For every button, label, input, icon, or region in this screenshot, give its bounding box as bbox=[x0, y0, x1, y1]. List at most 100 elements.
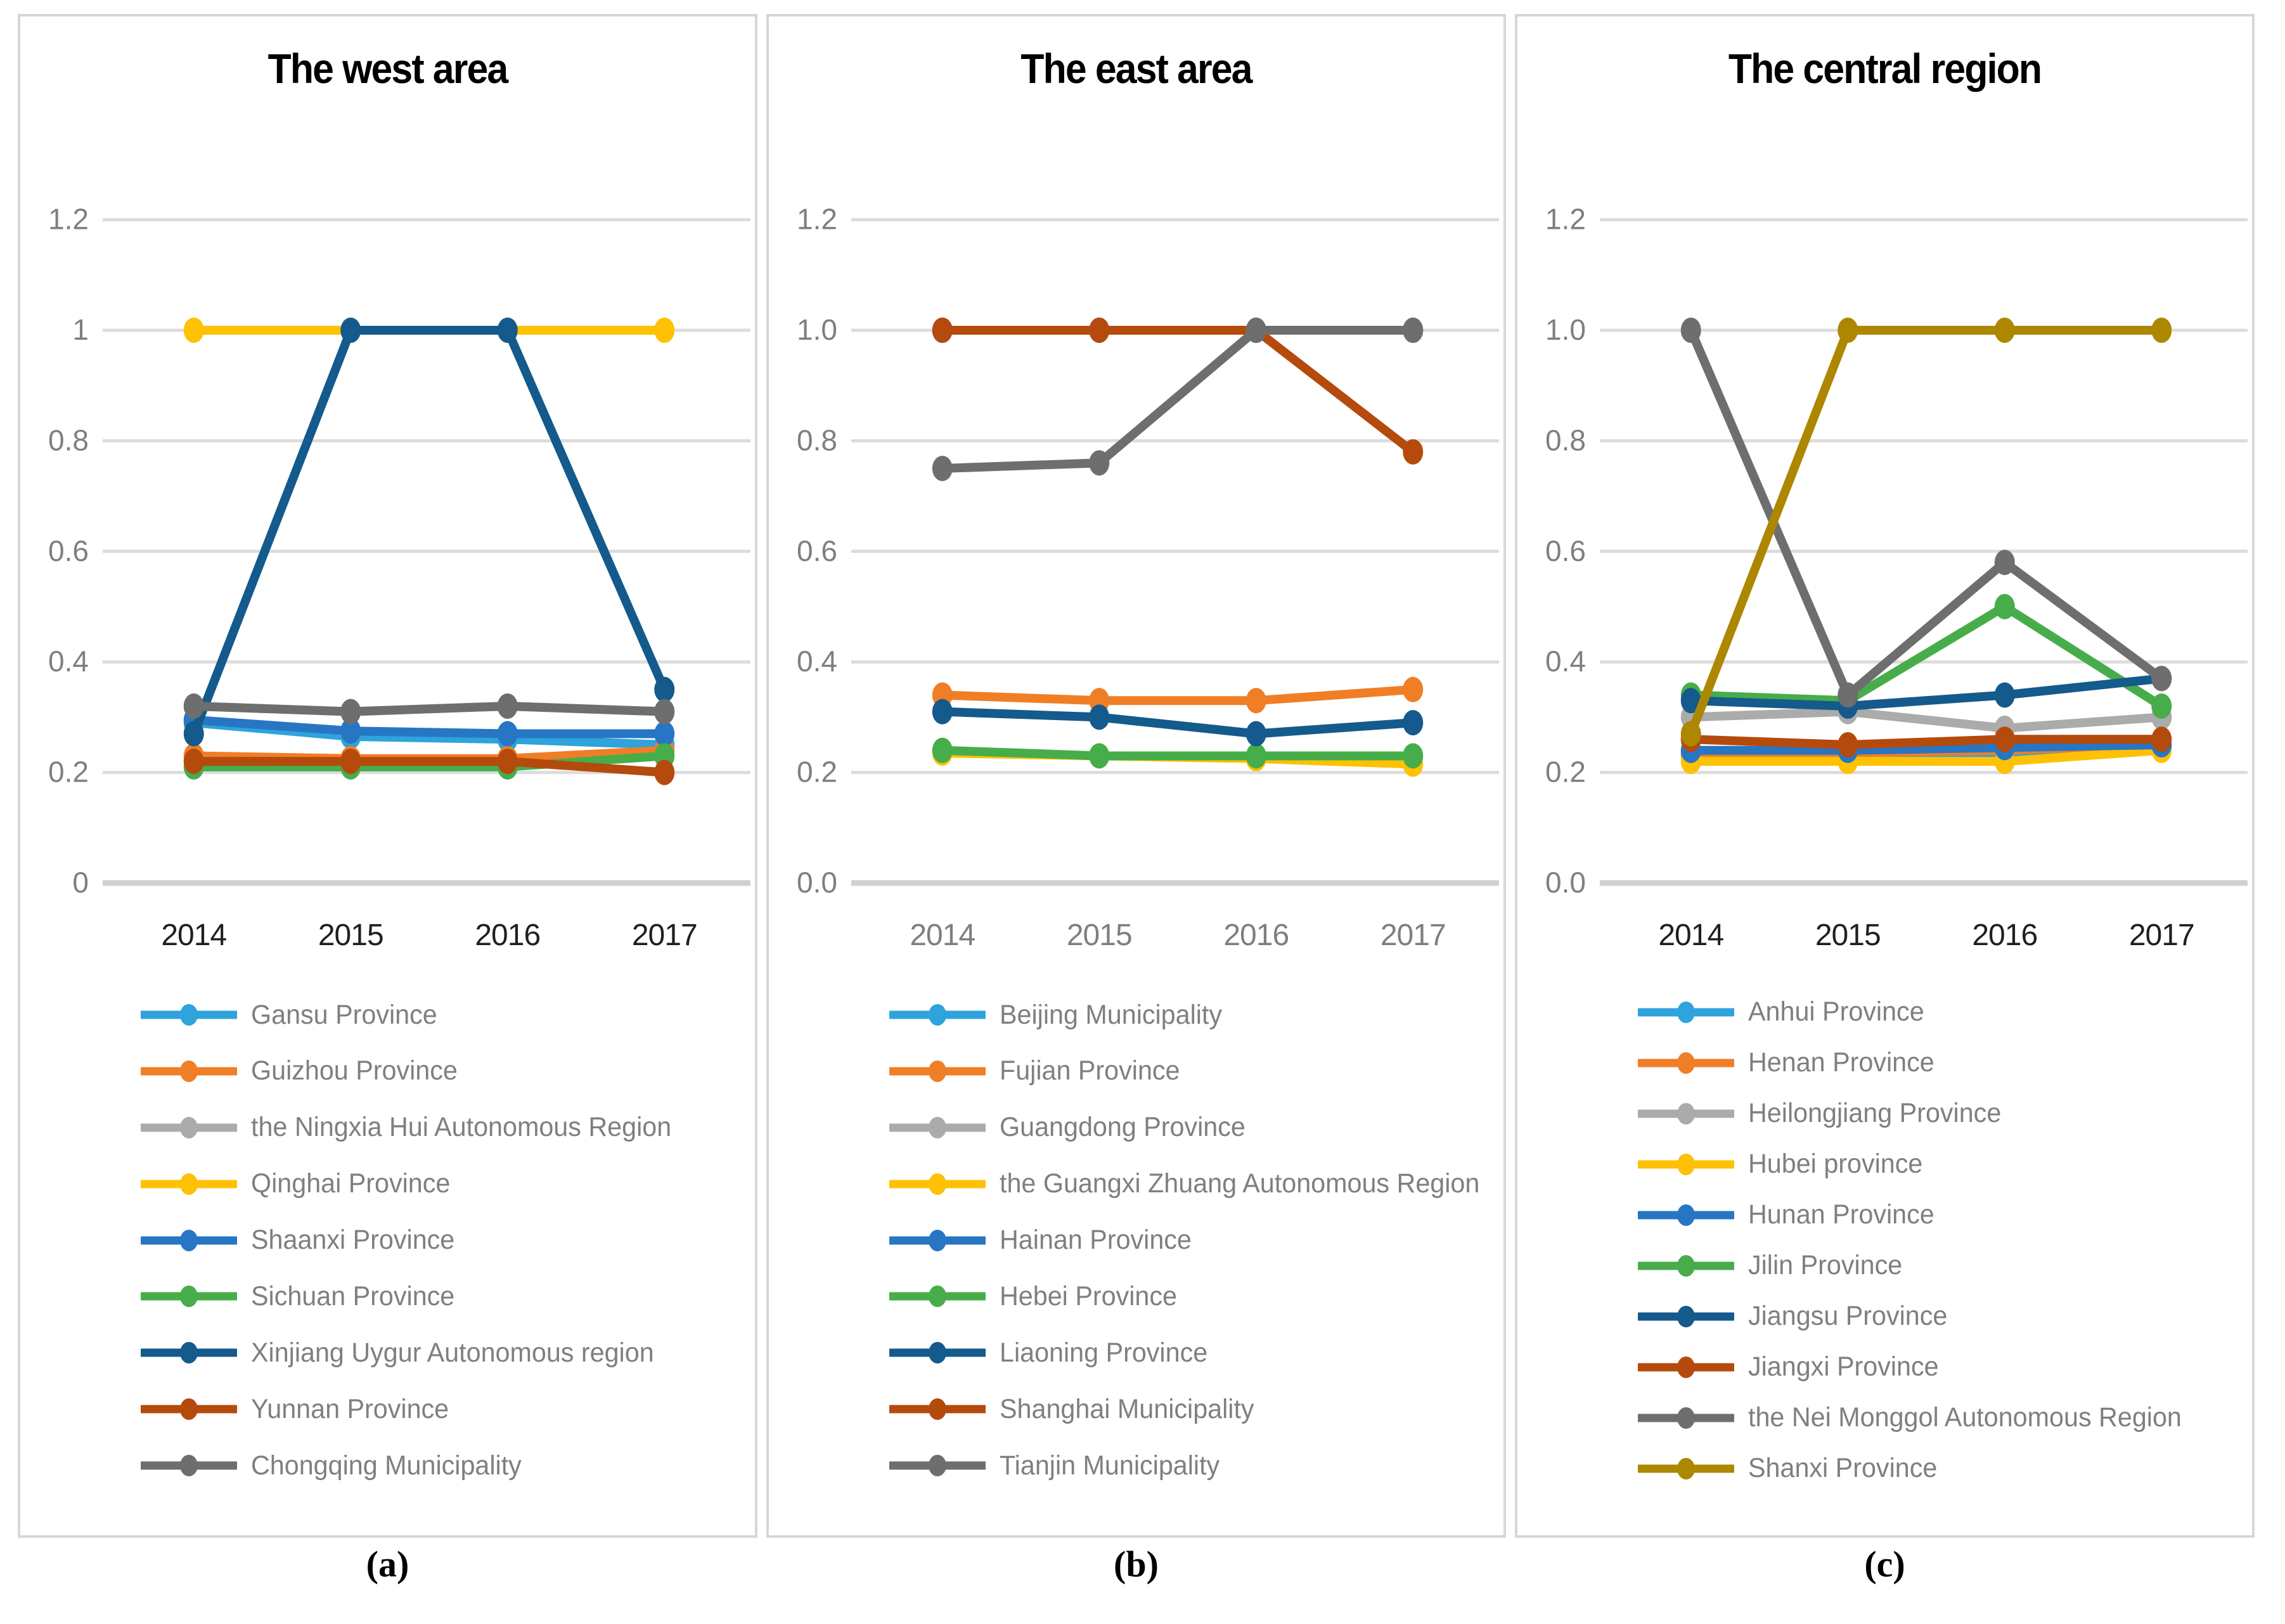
data-point-marker bbox=[1680, 687, 1701, 713]
legend-label: the Nei Monggol Autonomous Region bbox=[1748, 1402, 2182, 1433]
x-tick-label: 2017 bbox=[1381, 918, 1446, 952]
y-tick-label: 0.4 bbox=[48, 645, 89, 678]
series-line bbox=[1690, 734, 2162, 749]
legend-item: Fujian Province bbox=[889, 1057, 1503, 1085]
chart-title-west: The west area bbox=[267, 45, 509, 92]
series-line bbox=[1690, 601, 2164, 710]
legend-item: Yunnan Province bbox=[141, 1393, 755, 1424]
y-tick-label: 0.8 bbox=[48, 423, 89, 456]
data-point-marker bbox=[340, 317, 361, 343]
data-point-marker bbox=[1994, 593, 2015, 619]
data-point-marker bbox=[1680, 317, 1701, 343]
data-point-marker bbox=[932, 699, 953, 725]
data-point-marker bbox=[497, 317, 518, 343]
y-tick-label: 0.2 bbox=[797, 755, 837, 788]
legend-marker-dot bbox=[1677, 1356, 1695, 1378]
legend-item: Shanghai Municipality bbox=[889, 1395, 1503, 1423]
legend-label: Yunnan Province bbox=[251, 1393, 449, 1424]
y-tick-label: 0.4 bbox=[797, 645, 837, 678]
legend-label: Fujian Province bbox=[1000, 1055, 1180, 1086]
data-point-marker bbox=[1994, 317, 2015, 343]
legend-item: Liaoning Province bbox=[889, 1339, 1503, 1367]
legend-line-marker-swatch bbox=[1638, 1153, 1734, 1175]
data-point-marker bbox=[1403, 317, 1424, 343]
series-line bbox=[1687, 328, 2165, 702]
legend-marker-dot bbox=[929, 1004, 946, 1026]
legend-label: Chongqing Municipality bbox=[251, 1450, 522, 1481]
legend-label: Qinghai Province bbox=[251, 1168, 451, 1199]
legend-line-marker-swatch bbox=[141, 1173, 237, 1195]
legend-marker-dot bbox=[1677, 1457, 1695, 1479]
y-tick-label: 0.4 bbox=[1545, 645, 1586, 678]
legend-item: Beijing Municipality bbox=[889, 1001, 1503, 1029]
chart-title-central: The central region bbox=[1728, 45, 2042, 92]
legend-line-marker-swatch bbox=[889, 1004, 986, 1026]
legend-item: the Guangxi Zhuang Autonomous Region bbox=[889, 1170, 1503, 1197]
legend-marker-dot bbox=[929, 1173, 946, 1195]
data-point-marker bbox=[1089, 704, 1110, 730]
y-tick-label: 0.2 bbox=[1545, 755, 1586, 788]
legend-line-marker-swatch bbox=[889, 1286, 986, 1308]
legend-label: Anhui Province bbox=[1748, 996, 1924, 1028]
x-tick-label: 2017 bbox=[2129, 918, 2194, 952]
data-point-marker bbox=[183, 317, 204, 343]
legend-item: Hainan Province bbox=[889, 1227, 1503, 1254]
legend-item: Guizhou Province bbox=[141, 1057, 755, 1085]
data-point-marker bbox=[340, 748, 361, 774]
y-tick-label: 0.0 bbox=[1545, 866, 1586, 899]
legend-label: Henan Province bbox=[1748, 1047, 1934, 1078]
legend-line-marker-swatch bbox=[889, 1229, 986, 1251]
legend-item: Jiangsu Province bbox=[1638, 1303, 2252, 1330]
legend-marker-dot bbox=[180, 1398, 198, 1421]
legend-label: Jilin Province bbox=[1748, 1250, 1903, 1281]
series-line bbox=[942, 325, 1413, 473]
legend-marker-dot bbox=[929, 1398, 946, 1421]
x-tick-label: 2015 bbox=[318, 918, 383, 952]
data-point-marker bbox=[654, 699, 675, 725]
data-point-marker bbox=[497, 748, 518, 774]
y-tick-label: 0.6 bbox=[1545, 534, 1586, 567]
data-point-marker bbox=[1245, 317, 1266, 343]
y-tick-label: 0.8 bbox=[1545, 423, 1586, 456]
legend-line-marker-swatch bbox=[1638, 1356, 1734, 1378]
x-tick-label: 2016 bbox=[475, 918, 540, 952]
legend-item: Chongqing Municipality bbox=[141, 1452, 755, 1479]
legend-line-marker-swatch bbox=[889, 1455, 986, 1477]
panel-west-area: The west area 1.2 1 0.8 0.6 0.4 0.2 0 2014 2015 2… bbox=[18, 14, 757, 1538]
data-point-marker bbox=[340, 699, 361, 725]
legend-item: Sichuan Province bbox=[141, 1282, 755, 1310]
data-point-marker bbox=[1994, 726, 2015, 752]
data-point-marker bbox=[183, 693, 204, 719]
legend-marker-dot bbox=[929, 1286, 946, 1308]
data-point-marker bbox=[932, 455, 953, 481]
series-line bbox=[193, 756, 665, 777]
legend-line-marker-swatch bbox=[1638, 1001, 1734, 1023]
y-tick-label: 1.0 bbox=[1545, 313, 1586, 346]
legend-line-marker-swatch bbox=[1638, 1052, 1734, 1074]
data-point-marker bbox=[654, 759, 675, 785]
legend-label: the Ningxia Hui Autonomous Region bbox=[251, 1112, 672, 1143]
legend-line-marker-swatch bbox=[1638, 1102, 1734, 1125]
data-point-marker bbox=[1994, 549, 2015, 575]
legend-line-marker-swatch bbox=[141, 1286, 237, 1308]
data-point-marker bbox=[1680, 721, 1701, 747]
legend-label: the Guangxi Zhuang Autonomous Region bbox=[1000, 1168, 1480, 1199]
legend-marker-dot bbox=[1677, 1407, 1695, 1429]
data-point-marker bbox=[183, 721, 204, 747]
caption-row: (a) (b) (c) bbox=[0, 1538, 2285, 1585]
series-line bbox=[1690, 707, 2162, 733]
legend-item: Shanxi Province bbox=[1638, 1455, 2252, 1482]
series-line bbox=[193, 701, 665, 716]
y-tick-label: 0.0 bbox=[797, 866, 837, 899]
legend-marker-dot bbox=[180, 1173, 198, 1195]
legend-marker-dot bbox=[929, 1060, 946, 1082]
legend-item: Gansu Province bbox=[141, 1001, 755, 1029]
y-tick-label: 0.6 bbox=[48, 534, 89, 567]
series-line bbox=[1690, 673, 2162, 711]
legend-item: Hunan Province bbox=[1638, 1201, 2252, 1228]
x-tick-label: 2014 bbox=[910, 918, 975, 952]
y-tick-label: 1 bbox=[72, 313, 89, 346]
y-tick-label: 1.0 bbox=[797, 313, 837, 346]
legend-line-marker-swatch bbox=[889, 1398, 986, 1421]
